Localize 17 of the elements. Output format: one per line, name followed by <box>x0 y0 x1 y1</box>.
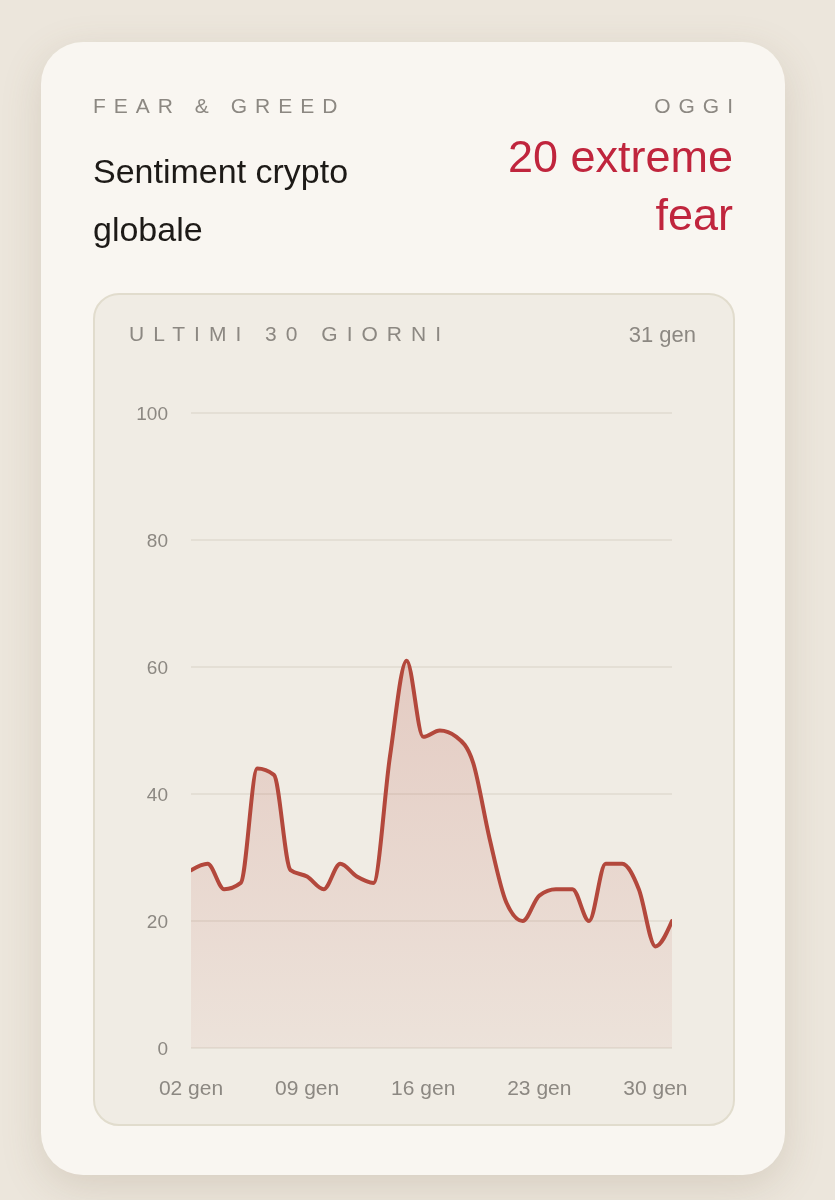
x-tick-label: 09 gen <box>274 1075 340 1099</box>
text: 20 extreme fear <box>506 130 733 242</box>
chart-subtitle: FEAR & GREED <box>93 94 346 118</box>
y-tick-label: 40 <box>146 783 168 805</box>
y-tick-label: 80 <box>146 529 168 551</box>
y-tick-label: 60 <box>146 656 168 678</box>
x-tick-label: 02 gen <box>158 1075 224 1099</box>
text: ULTIMI 30 GIORNI <box>129 322 450 346</box>
chart-title: Sentiment crypto globale <box>93 151 350 250</box>
x-tick-label: 23 gen <box>507 1075 572 1099</box>
text: 31 gen <box>628 322 696 348</box>
x-tick-label: 30 gen <box>623 1075 688 1099</box>
x-tick-label: 16 gen <box>391 1075 456 1099</box>
text: OGGI <box>654 94 741 118</box>
y-tick-label: 0 <box>157 1037 168 1059</box>
y-tick-label: 20 <box>146 910 168 932</box>
y-tick-label: 100 <box>136 402 168 424</box>
